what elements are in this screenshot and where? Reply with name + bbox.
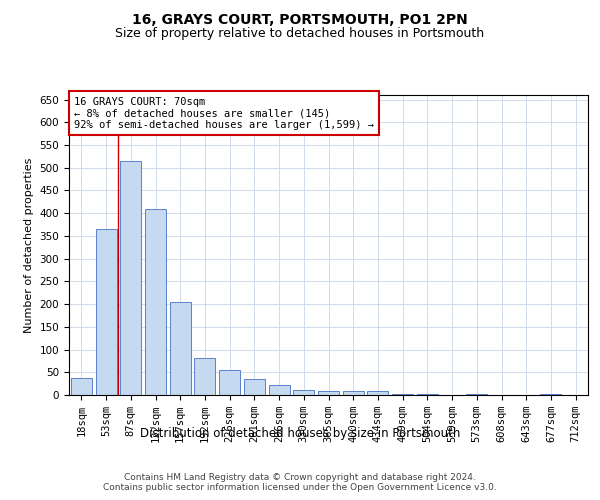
Bar <box>541 394 562 395</box>
Text: Size of property relative to detached houses in Portsmouth: Size of property relative to detached ho… <box>115 28 485 40</box>
Bar <box>318 392 339 395</box>
Text: 16 GRAYS COURT: 70sqm
← 8% of detached houses are smaller (145)
92% of semi-deta: 16 GRAYS COURT: 70sqm ← 8% of detached h… <box>74 96 374 130</box>
Bar <box>269 385 290 395</box>
Bar <box>145 208 166 395</box>
Y-axis label: Number of detached properties: Number of detached properties <box>24 158 34 332</box>
Bar <box>244 379 265 395</box>
Bar <box>170 302 191 395</box>
Bar <box>120 161 141 395</box>
Bar <box>95 229 116 395</box>
Bar <box>219 370 240 395</box>
Bar <box>466 394 487 395</box>
Bar <box>293 390 314 395</box>
Text: 16, GRAYS COURT, PORTSMOUTH, PO1 2PN: 16, GRAYS COURT, PORTSMOUTH, PO1 2PN <box>132 12 468 26</box>
Bar <box>417 394 438 395</box>
Bar <box>367 392 388 395</box>
Text: Distribution of detached houses by size in Portsmouth: Distribution of detached houses by size … <box>140 428 460 440</box>
Bar <box>343 392 364 395</box>
Text: Contains HM Land Registry data © Crown copyright and database right 2024.
Contai: Contains HM Land Registry data © Crown c… <box>103 472 497 492</box>
Bar <box>71 378 92 395</box>
Bar <box>392 394 413 395</box>
Bar <box>194 358 215 395</box>
